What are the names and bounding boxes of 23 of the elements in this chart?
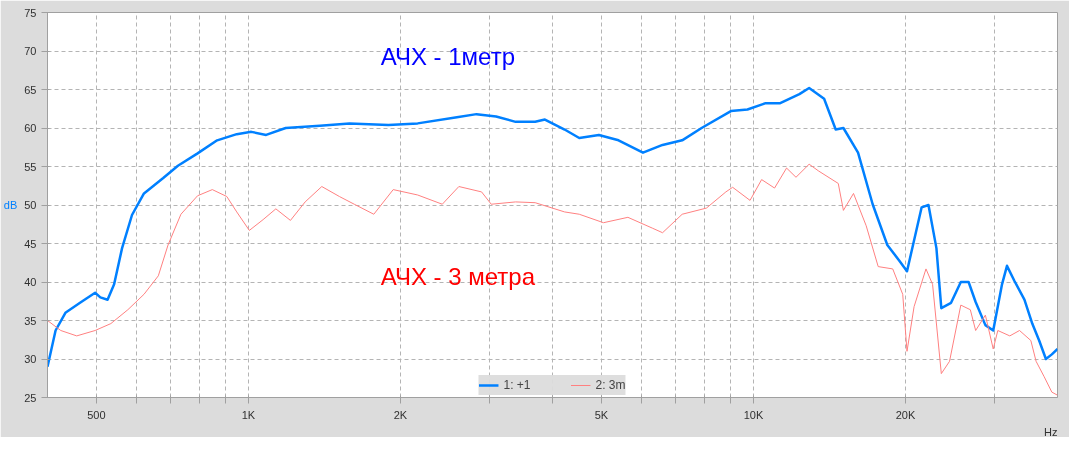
x-tick-label: 10K: [743, 408, 764, 421]
x-tick-label: 20K: [895, 408, 916, 421]
annotation: АЧХ - 1метр: [380, 43, 515, 71]
annotation: АЧХ - 3 метра: [380, 262, 536, 290]
legend-label: 1: +1: [503, 378, 531, 392]
y-tick-label: 60: [24, 122, 37, 134]
y-tick-label: 45: [24, 237, 37, 250]
legend-label: 2: 3m: [595, 378, 626, 392]
y-tick-label: 70: [24, 45, 37, 57]
y-tick-label: 65: [24, 83, 37, 96]
x-axis-title: Hz: [1044, 425, 1058, 438]
x-tick-label: 2K: [393, 408, 408, 421]
x-tick-label: 1K: [241, 408, 256, 421]
y-axis-title: dB: [3, 199, 18, 211]
y-tick-label: 35: [24, 314, 37, 327]
y-tick-label: 55: [24, 160, 37, 173]
y-tick-label: 50: [24, 199, 37, 211]
y-tick-label: 40: [24, 276, 37, 288]
x-tick-label: 5K: [594, 408, 609, 421]
y-tick-label: 75: [24, 6, 37, 19]
x-tick-label: 500: [87, 408, 106, 421]
y-tick-label: 30: [24, 353, 37, 365]
y-tick-label: 25: [24, 391, 37, 404]
